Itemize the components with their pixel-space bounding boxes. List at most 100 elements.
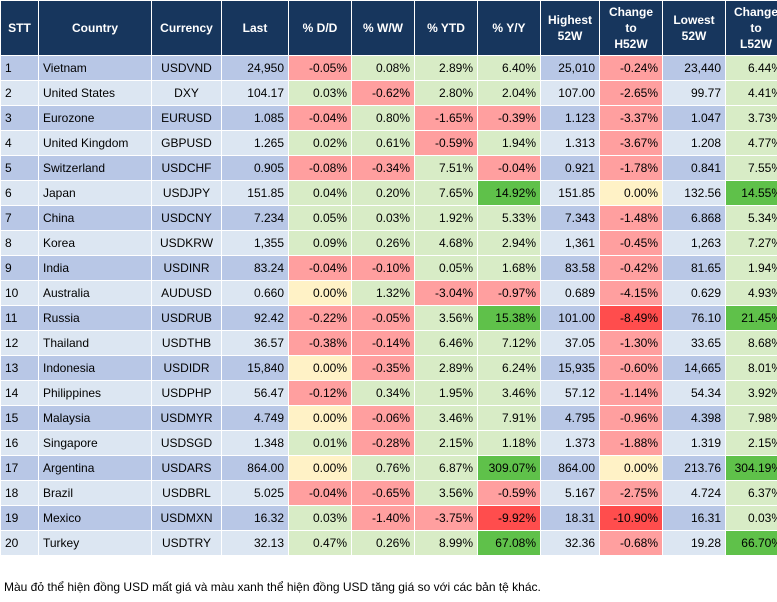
high52-cell: 83.58 bbox=[540, 255, 600, 281]
ytd-cell: 6.46% bbox=[414, 330, 478, 356]
ytd-cell: 8.99% bbox=[414, 530, 478, 556]
high52-cell: 1.313 bbox=[540, 130, 600, 156]
dd-cell: 0.00% bbox=[288, 355, 352, 381]
high52-cell: 1.373 bbox=[540, 430, 600, 456]
high52-cell: 101.00 bbox=[540, 305, 600, 331]
change-l52-cell: 7.55% bbox=[725, 155, 777, 181]
yy-cell: 6.40% bbox=[477, 55, 541, 81]
stt-cell: 9 bbox=[0, 255, 39, 281]
last-cell: 16.32 bbox=[221, 505, 289, 531]
table-row: 13 Indonesia USDIDR 15,840 0.00% -0.35% 2.89% 6… bbox=[0, 355, 777, 381]
dd-cell: 0.02% bbox=[288, 130, 352, 156]
low52-cell: 4.724 bbox=[662, 480, 726, 506]
stt-cell: 7 bbox=[0, 205, 39, 231]
high52-cell: 1.123 bbox=[540, 105, 600, 131]
stt-cell: 12 bbox=[0, 330, 39, 356]
stt-cell: 4 bbox=[0, 130, 39, 156]
table-row: 14 Philippines USDPHP 56.47 -0.12% 0.34% 1.95%… bbox=[0, 380, 777, 406]
country-cell: Eurozone bbox=[38, 105, 152, 131]
table-row: 15 Malaysia USDMYR 4.749 0.00% -0.06% 3.46% 7.9… bbox=[0, 405, 777, 431]
currency-cell: USDMYR bbox=[151, 405, 222, 431]
footnote: Màu đỏ thể hiện đồng USD mất giá và màu … bbox=[4, 580, 541, 594]
dd-cell: -0.04% bbox=[288, 105, 352, 131]
low52-cell: 1.208 bbox=[662, 130, 726, 156]
currency-cell: EURUSD bbox=[151, 105, 222, 131]
country-cell: Australia bbox=[38, 280, 152, 306]
change-h52-cell: -1.14% bbox=[599, 380, 663, 406]
stt-cell: 8 bbox=[0, 230, 39, 256]
high52-cell: 25,010 bbox=[540, 55, 600, 81]
ww-cell: 0.26% bbox=[351, 530, 415, 556]
table-row: 7 China USDCNY 7.234 0.05% 0.03% 1.92% 5.33% 7.3… bbox=[0, 205, 777, 231]
dd-cell: 0.01% bbox=[288, 430, 352, 456]
low52-cell: 16.31 bbox=[662, 505, 726, 531]
yy-cell: 5.33% bbox=[477, 205, 541, 231]
change-h52-cell: -0.60% bbox=[599, 355, 663, 381]
dd-cell: 0.47% bbox=[288, 530, 352, 556]
ytd-cell: 1.92% bbox=[414, 205, 478, 231]
header-ww: % W/W bbox=[351, 0, 415, 56]
table-row: 17 Argentina USDARS 864.00 0.00% 0.76% 6.87% 30… bbox=[0, 455, 777, 481]
currency-cell: USDRUB bbox=[151, 305, 222, 331]
country-cell: Malaysia bbox=[38, 405, 152, 431]
stt-cell: 6 bbox=[0, 180, 39, 206]
header-currency: Currency bbox=[151, 0, 222, 56]
header-ytd: % YTD bbox=[414, 0, 478, 56]
ytd-cell: 6.87% bbox=[414, 455, 478, 481]
yy-cell: 309.07% bbox=[477, 455, 541, 481]
low52-cell: 1,263 bbox=[662, 230, 726, 256]
last-cell: 56.47 bbox=[221, 380, 289, 406]
currency-cell: USDTHB bbox=[151, 330, 222, 356]
currency-cell: USDSGD bbox=[151, 430, 222, 456]
change-l52-cell: 7.98% bbox=[725, 405, 777, 431]
table-row: 2 United States DXY 104.17 0.03% -0.62% 2.80% 2… bbox=[0, 80, 777, 106]
dd-cell: -0.04% bbox=[288, 480, 352, 506]
yy-cell: -0.04% bbox=[477, 155, 541, 181]
currency-change-table: STT Country Currency Last % D/D % W/W % … bbox=[0, 0, 777, 556]
last-cell: 24,950 bbox=[221, 55, 289, 81]
yy-cell: 3.46% bbox=[477, 380, 541, 406]
currency-cell: USDPHP bbox=[151, 380, 222, 406]
dd-cell: -0.04% bbox=[288, 255, 352, 281]
low52-cell: 213.76 bbox=[662, 455, 726, 481]
currency-cell: USDTRY bbox=[151, 530, 222, 556]
yy-cell: -9.92% bbox=[477, 505, 541, 531]
ytd-cell: -1.65% bbox=[414, 105, 478, 131]
table-row: 4 United Kingdom GBPUSD 1.265 0.02% 0.61% -0.5… bbox=[0, 130, 777, 156]
change-l52-cell: 8.68% bbox=[725, 330, 777, 356]
change-h52-cell: -2.75% bbox=[599, 480, 663, 506]
ytd-cell: 3.56% bbox=[414, 305, 478, 331]
country-cell: Russia bbox=[38, 305, 152, 331]
country-cell: Japan bbox=[38, 180, 152, 206]
dd-cell: -0.38% bbox=[288, 330, 352, 356]
dd-cell: -0.22% bbox=[288, 305, 352, 331]
change-l52-cell: 0.03% bbox=[725, 505, 777, 531]
change-l52-cell: 7.27% bbox=[725, 230, 777, 256]
ww-cell: -0.10% bbox=[351, 255, 415, 281]
currency-cell: USDIDR bbox=[151, 355, 222, 381]
high52-cell: 18.31 bbox=[540, 505, 600, 531]
ww-cell: -0.06% bbox=[351, 405, 415, 431]
currency-cell: USDCNY bbox=[151, 205, 222, 231]
country-cell: United Kingdom bbox=[38, 130, 152, 156]
currency-cell: USDKRW bbox=[151, 230, 222, 256]
change-h52-cell: -0.68% bbox=[599, 530, 663, 556]
stt-cell: 17 bbox=[0, 455, 39, 481]
table-row: 1 Vietnam USDVND 24,950 -0.05% 0.08% 2.89% 6.40… bbox=[0, 55, 777, 81]
ww-cell: 0.76% bbox=[351, 455, 415, 481]
currency-cell: USDJPY bbox=[151, 180, 222, 206]
low52-cell: 99.77 bbox=[662, 80, 726, 106]
currency-cell: AUDUSD bbox=[151, 280, 222, 306]
ww-cell: -0.65% bbox=[351, 480, 415, 506]
ww-cell: 0.08% bbox=[351, 55, 415, 81]
dd-cell: -0.08% bbox=[288, 155, 352, 181]
high52-cell: 32.36 bbox=[540, 530, 600, 556]
high52-cell: 0.921 bbox=[540, 155, 600, 181]
high52-cell: 7.343 bbox=[540, 205, 600, 231]
ytd-cell: 3.56% bbox=[414, 480, 478, 506]
ytd-cell: 7.51% bbox=[414, 155, 478, 181]
change-l52-cell: 3.92% bbox=[725, 380, 777, 406]
stt-cell: 2 bbox=[0, 80, 39, 106]
table-row: 9 India USDINR 83.24 -0.04% -0.10% 0.05% 1.68% 8… bbox=[0, 255, 777, 281]
change-h52-cell: -0.42% bbox=[599, 255, 663, 281]
